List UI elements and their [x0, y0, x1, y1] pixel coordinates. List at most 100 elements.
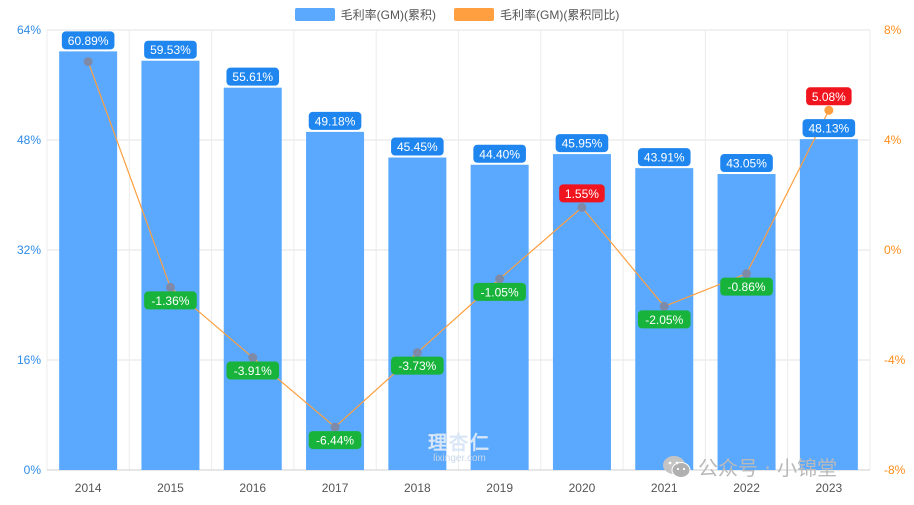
- bar-label-2021-bg: [637, 148, 691, 167]
- bar-label-2014: 60.89%: [61, 31, 115, 50]
- line-point-2023: [824, 105, 834, 115]
- bar-2019: [470, 164, 529, 470]
- line-label-2022: -0.86%: [720, 277, 773, 296]
- bar-2015: [141, 60, 200, 470]
- line-label-2021-bg: [637, 310, 691, 329]
- line-label-2017-text: -6.44%: [316, 434, 354, 448]
- bar-label-2018-text: 45.45%: [397, 140, 438, 154]
- bar-label-2023: 48.13%: [802, 119, 856, 138]
- x-tick-label: 2014: [75, 481, 102, 495]
- x-tick-label: 2022: [733, 481, 760, 495]
- line-point-2020: [577, 202, 587, 212]
- bar-label-2019: 44.40%: [473, 144, 526, 163]
- bar-label-2023-bg: [802, 119, 856, 138]
- bar-label-2017: 49.18%: [308, 111, 362, 130]
- x-tick-label: 2019: [486, 481, 513, 495]
- bar-label-2019-text: 44.40%: [479, 147, 520, 161]
- line-label-2017-bg: [308, 431, 362, 450]
- bar-2014: [59, 51, 118, 470]
- bar-label-2015-bg: [144, 40, 197, 59]
- watermark-logo-text: 理杏仁: [428, 432, 492, 454]
- bar-2018: [388, 157, 447, 470]
- y-left-tick-label: 32%: [17, 243, 41, 257]
- line-label-2023: 5.08%: [806, 87, 852, 106]
- line-label-2020: 1.55%: [559, 184, 605, 203]
- x-tick-label: 2018: [404, 481, 431, 495]
- line-point-2021: [659, 301, 669, 311]
- line-point-2017: [330, 422, 340, 432]
- bar-label-2015: 59.53%: [144, 40, 197, 59]
- line-series-yoy: [87, 61, 830, 428]
- bar-label-2018-bg: [391, 137, 444, 156]
- x-tick-label: 2016: [239, 481, 266, 495]
- legend-item-gm-yoy[interactable]: 毛利率(GM)(累积同比): [454, 6, 619, 23]
- line-label-2019-text: -1.05%: [481, 285, 519, 299]
- line-label-2016-bg: [226, 361, 280, 380]
- y-right-tick-label: -4%: [884, 353, 906, 367]
- legend-swatch-gm-yoy: [454, 8, 494, 21]
- bar-label-2020-bg: [555, 134, 609, 153]
- line-label-2015-text: -1.36%: [151, 294, 189, 308]
- lixinger-watermark: 理杏仁 lixinger.com: [428, 428, 491, 464]
- legend-item-gm[interactable]: 毛利率(GM)(累积): [294, 6, 436, 23]
- wechat-icon: [663, 455, 691, 478]
- bar-2017: [306, 131, 365, 470]
- bar-label-2022-bg: [720, 154, 773, 173]
- bar-2016: [223, 87, 282, 471]
- bar-label-2022: 43.05%: [720, 154, 773, 173]
- bar-label-2021-text: 43.91%: [644, 151, 685, 165]
- bar-2022: [717, 174, 776, 470]
- legend-label-gm: 毛利率(GM)(累积): [340, 8, 436, 22]
- line-label-2017: -6.44%: [308, 431, 362, 450]
- bar-label-2021: 43.91%: [637, 148, 691, 167]
- wechat-text: 公众号 · 小锦堂: [698, 456, 838, 480]
- bar-label-2016: 55.61%: [226, 67, 280, 86]
- line-point-2018: [412, 348, 422, 358]
- y-left-tick-label: 16%: [17, 353, 41, 367]
- bar-label-2018: 45.45%: [391, 137, 444, 156]
- watermark-logo-url: lixinger.com: [433, 453, 486, 464]
- legend-label-gm-yoy: 毛利率(GM)(累积同比): [500, 8, 620, 22]
- line-point-2016: [248, 353, 258, 363]
- x-tick-label: 2017: [322, 481, 349, 495]
- x-tick-label: 2015: [157, 481, 184, 495]
- line-label-2020-text: 1.55%: [565, 187, 599, 201]
- bar-label-2020-text: 45.95%: [562, 137, 603, 151]
- line-point-2014: [83, 57, 93, 67]
- line-label-2018: -3.73%: [391, 356, 444, 375]
- line-label-2016-text: -3.91%: [234, 364, 272, 378]
- line-point-2022: [742, 269, 752, 279]
- y-right-tick-label: -8%: [884, 463, 906, 477]
- line-point-2015: [165, 282, 175, 292]
- line-point-2019: [495, 274, 505, 284]
- line-label-2021: -2.05%: [637, 310, 691, 329]
- line-label-2018-bg: [391, 356, 444, 375]
- bar-label-2022-text: 43.05%: [726, 157, 767, 171]
- line-label-2019-bg: [473, 282, 526, 301]
- bar-label-2016-bg: [226, 67, 280, 86]
- legend-swatch-gm: [294, 8, 335, 21]
- line-label-2015: -1.36%: [144, 291, 197, 310]
- y-left-tick-label: 0%: [24, 463, 42, 477]
- bar-label-2023-text: 48.13%: [808, 122, 849, 136]
- line-label-2015-bg: [144, 291, 197, 310]
- line-label-2023-bg: [806, 87, 852, 106]
- y-right-tick-label: 8%: [884, 23, 902, 37]
- x-tick-label: 2020: [569, 481, 596, 495]
- bar-label-2017-bg: [308, 111, 362, 130]
- wechat-watermark: 公众号 · 小锦堂: [662, 452, 837, 481]
- bar-2023: [799, 139, 858, 470]
- bar-label-2014-bg: [61, 31, 115, 50]
- line-label-2016: -3.91%: [226, 361, 280, 380]
- line-label-2021-text: -2.05%: [645, 313, 683, 327]
- line-label-2022-bg: [720, 277, 773, 296]
- x-tick-label: 2021: [651, 481, 678, 495]
- bar-label-2019-bg: [473, 144, 526, 163]
- line-label-2023-text: 5.08%: [812, 90, 846, 104]
- y-left-tick-label: 64%: [17, 23, 41, 37]
- y-left-tick-label: 48%: [17, 133, 41, 147]
- x-tick-label: 2023: [815, 481, 842, 495]
- bar-label-2020: 45.95%: [555, 134, 609, 153]
- line-label-2018-text: -3.73%: [398, 359, 436, 373]
